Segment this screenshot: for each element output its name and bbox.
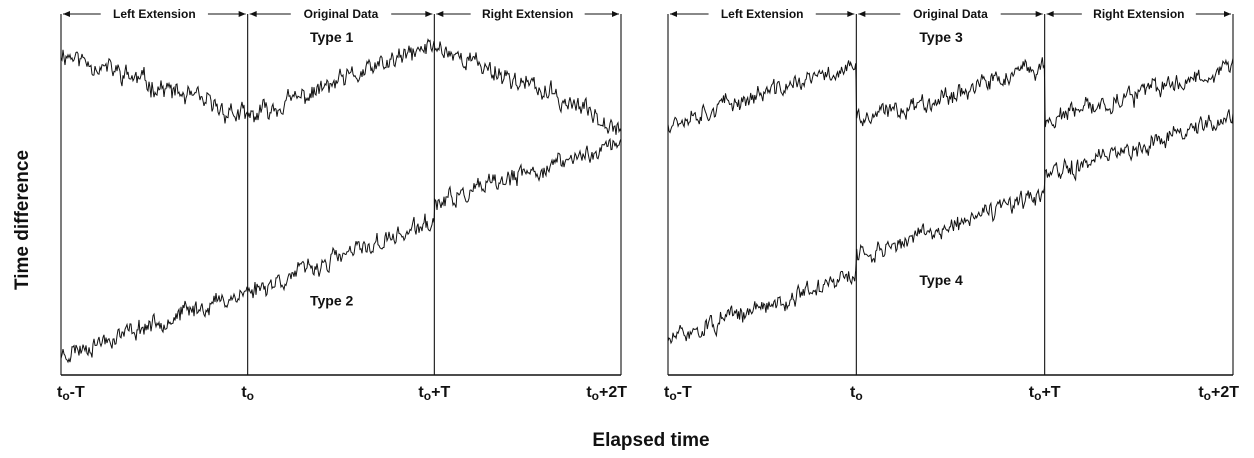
region-label: Original Data xyxy=(913,7,988,21)
x-tick-label-1: to xyxy=(850,384,863,403)
series-label-type-3: Type 3 xyxy=(919,29,963,45)
x-tick-label-3: to+2T xyxy=(586,384,627,403)
x-tick-label-3: to+2T xyxy=(1198,384,1239,403)
series-line-type-4 xyxy=(667,109,1234,345)
chart-panel-left: Left Extension Original Data Right Extensi… xyxy=(57,7,627,403)
region-label: Left Extension xyxy=(721,7,804,21)
region-label: Right Extension xyxy=(1093,7,1184,21)
x-tick-label-0: to-T xyxy=(664,384,692,403)
arrowhead-right-icon xyxy=(612,11,619,17)
y-axis-label: Time difference xyxy=(12,150,33,290)
region-header-2: Right Extension xyxy=(436,7,619,21)
series-label-type-4: Type 4 xyxy=(919,272,963,288)
region-label: Left Extension xyxy=(113,7,196,21)
arrowhead-left-icon xyxy=(249,11,257,17)
region-header-0: Left Extension xyxy=(63,7,246,21)
arrowhead-right-icon xyxy=(425,11,433,17)
region-label: Right Extension xyxy=(482,7,573,21)
region-header-0: Left Extension xyxy=(670,7,855,21)
x-axis-label: Elapsed time xyxy=(592,430,709,451)
series-line-type-3 xyxy=(667,57,1234,134)
region-header-1: Original Data xyxy=(858,7,1043,21)
arrowhead-right-icon xyxy=(238,11,246,17)
chart-panel-right: Left Extension Original Data Right Extensi… xyxy=(664,7,1239,403)
series-label-type-1: Type 1 xyxy=(310,29,354,45)
arrowhead-left-icon xyxy=(1046,11,1054,17)
x-tick-label-1: to xyxy=(241,384,254,403)
series-line-type-1 xyxy=(60,38,622,135)
arrowhead-right-icon xyxy=(1224,11,1231,17)
region-header-1: Original Data xyxy=(249,7,433,21)
region-header-2: Right Extension xyxy=(1046,7,1231,21)
chart-panels: Left Extension Original Data Right Extensi… xyxy=(57,7,1239,403)
arrowhead-left-icon xyxy=(63,11,70,17)
arrowhead-right-icon xyxy=(1035,11,1043,17)
arrowhead-right-icon xyxy=(847,11,855,17)
arrowhead-left-icon xyxy=(670,11,677,17)
region-label: Original Data xyxy=(304,7,379,21)
arrowhead-left-icon xyxy=(858,11,866,17)
x-tick-label-2: to+T xyxy=(418,384,450,403)
series-label-type-2: Type 2 xyxy=(310,293,354,309)
x-tick-label-2: to+T xyxy=(1029,384,1061,403)
x-tick-label-0: to-T xyxy=(57,384,85,403)
arrowhead-left-icon xyxy=(436,11,444,17)
series-line-type-2 xyxy=(60,137,622,364)
